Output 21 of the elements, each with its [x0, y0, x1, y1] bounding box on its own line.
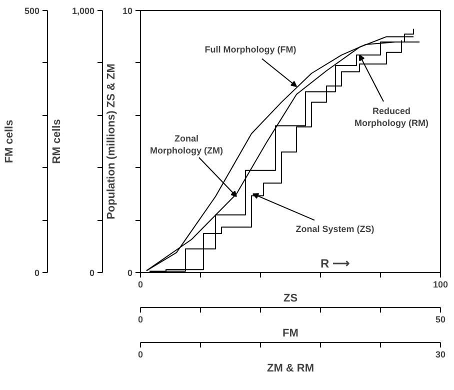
- y2-axis-title: RM cells: [50, 119, 63, 164]
- text: ZM & RM: [266, 362, 314, 374]
- x2-axis-title: FM: [282, 328, 298, 340]
- x-tick-label: 100: [432, 280, 448, 290]
- text: 0: [34, 268, 40, 278]
- x-axis-title: ZS: [283, 292, 298, 304]
- y-axis-title: Population (millions) ZS & ZM: [105, 64, 118, 220]
- y2-tick-label: 0: [89, 268, 95, 278]
- annotation: Reduced Morphology (RM): [354, 106, 428, 128]
- annotation: Zonal Morphology (ZM): [150, 134, 223, 156]
- x2-tick-label: 50: [435, 314, 446, 324]
- text: 30: [435, 350, 446, 360]
- text: 0: [138, 350, 144, 360]
- annotation: Full Morphology (FM): [204, 44, 296, 54]
- text: 500: [24, 6, 40, 16]
- annotation: Zonal System (ZS): [296, 224, 374, 234]
- y-tick-label: 10: [122, 6, 133, 16]
- annotation: R ⟶: [320, 256, 350, 270]
- text: FM cells: [3, 120, 16, 164]
- y2-tick-label: 1,000: [72, 6, 95, 16]
- x2-tick-label: 0: [138, 314, 144, 324]
